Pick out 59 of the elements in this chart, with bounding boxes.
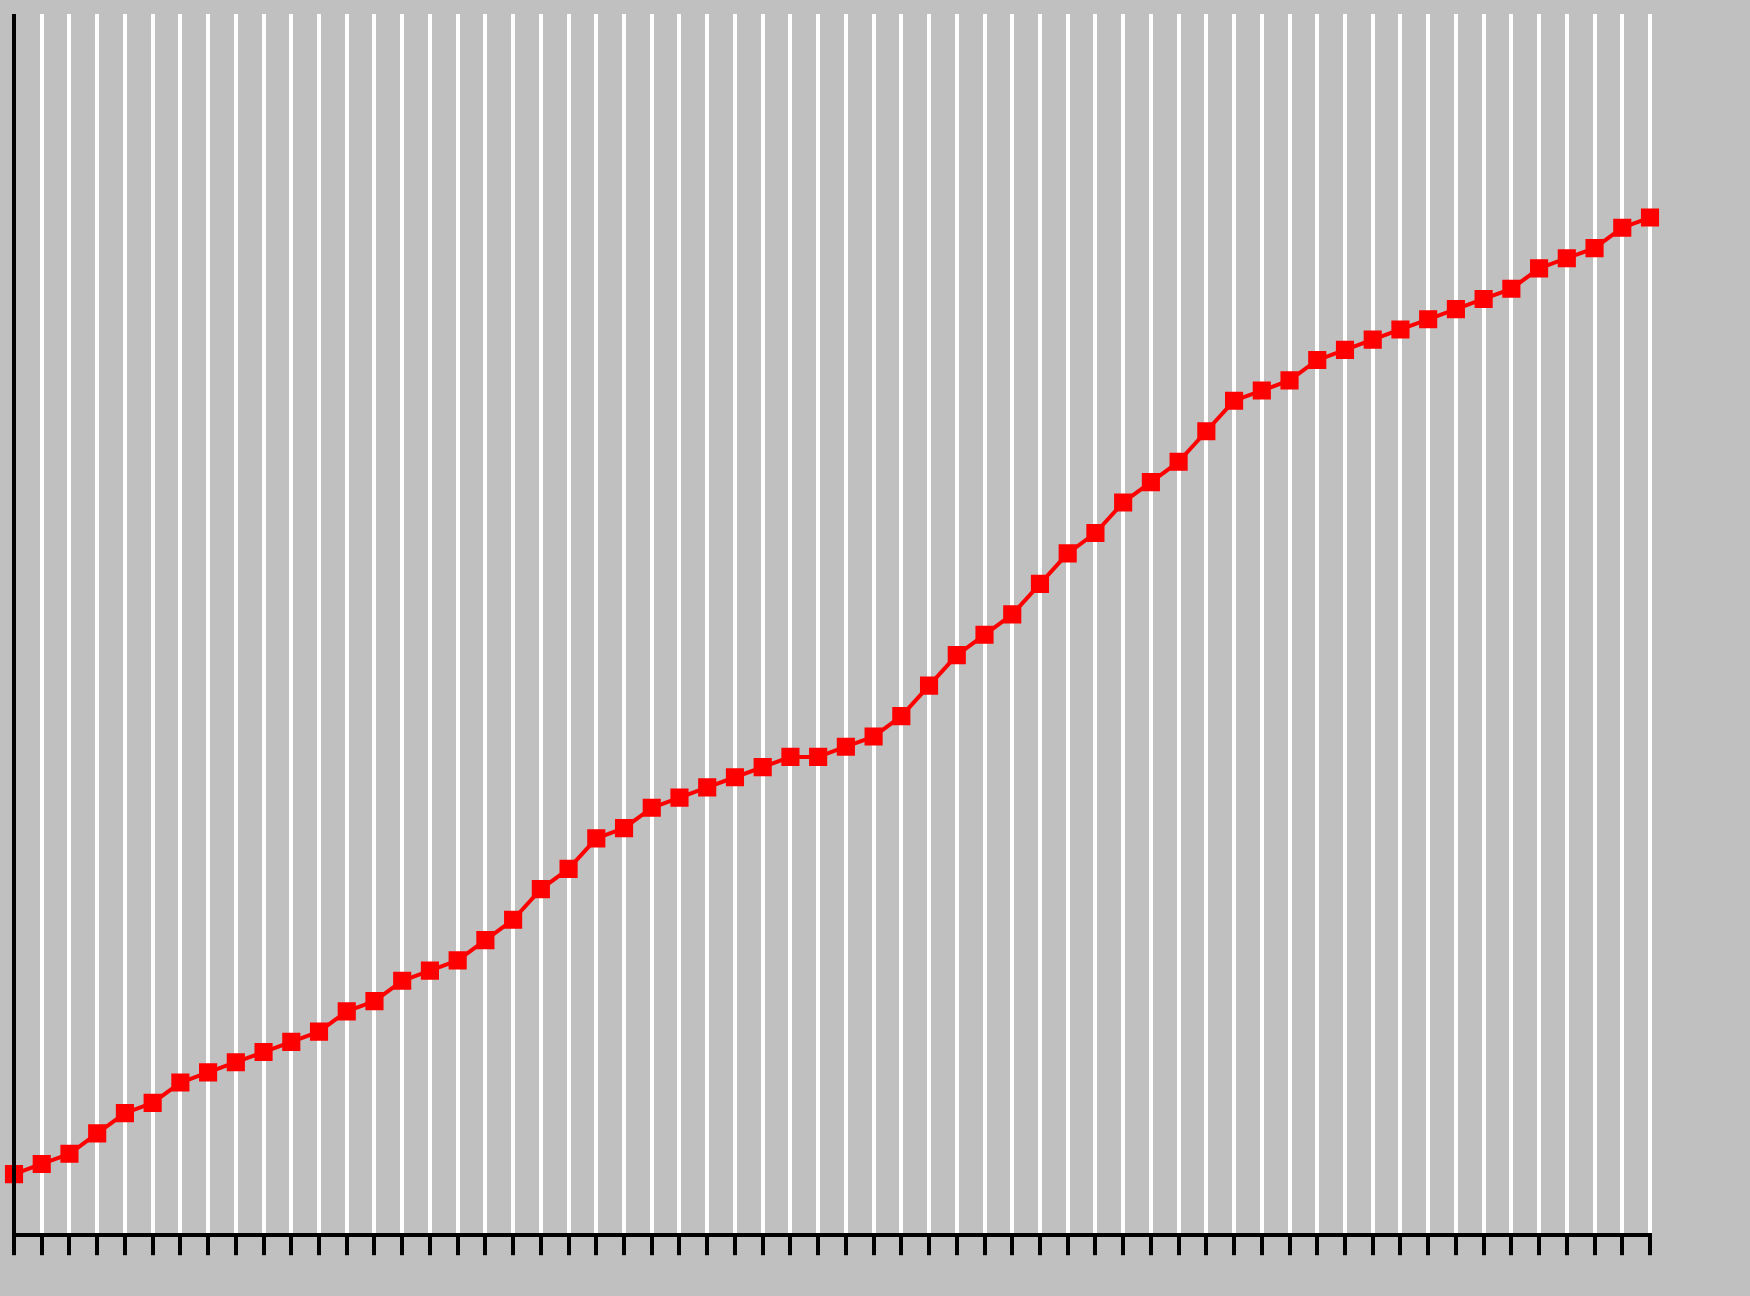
- point: [1419, 310, 1438, 329]
- point: [531, 880, 550, 899]
- point: [698, 778, 717, 797]
- point: [199, 1063, 218, 1082]
- point: [1613, 218, 1632, 237]
- point: [1391, 320, 1410, 339]
- point: [753, 758, 772, 777]
- point: [226, 1053, 245, 1072]
- point: [892, 707, 911, 726]
- point: [32, 1154, 51, 1174]
- point: [254, 1042, 273, 1062]
- point: [614, 819, 634, 838]
- point: [559, 859, 578, 878]
- point: [725, 768, 745, 787]
- point: [1252, 381, 1271, 400]
- point: [1335, 340, 1355, 359]
- point: [1640, 208, 1660, 227]
- point: [143, 1093, 162, 1112]
- point: [60, 1144, 79, 1163]
- point: [1058, 544, 1077, 563]
- point: [337, 1002, 356, 1021]
- point: [1225, 391, 1244, 410]
- point: [975, 625, 994, 644]
- point: [919, 676, 939, 695]
- point: [1585, 238, 1604, 258]
- point: [1308, 350, 1327, 370]
- point: [171, 1073, 190, 1092]
- point: [282, 1032, 301, 1051]
- point: [476, 931, 495, 950]
- point: [587, 829, 606, 848]
- point: [836, 737, 855, 756]
- point: [1003, 605, 1022, 624]
- point: [420, 961, 439, 980]
- point: [1446, 300, 1465, 319]
- point: [642, 798, 661, 817]
- point: [1197, 422, 1216, 441]
- point: [115, 1104, 134, 1123]
- point: [1502, 279, 1521, 298]
- point: [1086, 523, 1105, 543]
- point: [864, 727, 883, 746]
- point: [1363, 330, 1382, 349]
- point: [1169, 452, 1188, 471]
- point: [365, 992, 384, 1011]
- point: [670, 788, 689, 807]
- point: [1141, 473, 1160, 492]
- point: [309, 1022, 329, 1041]
- point: [1030, 574, 1050, 593]
- point: [448, 951, 467, 970]
- point: [1530, 259, 1549, 278]
- point: [504, 910, 523, 929]
- point: [781, 747, 800, 766]
- point: [1474, 289, 1493, 309]
- point: [1557, 249, 1576, 268]
- point: [1280, 371, 1299, 390]
- point: [947, 646, 966, 665]
- point: [88, 1124, 107, 1143]
- point: [393, 971, 412, 990]
- point: [1114, 493, 1133, 512]
- point: [809, 747, 828, 766]
